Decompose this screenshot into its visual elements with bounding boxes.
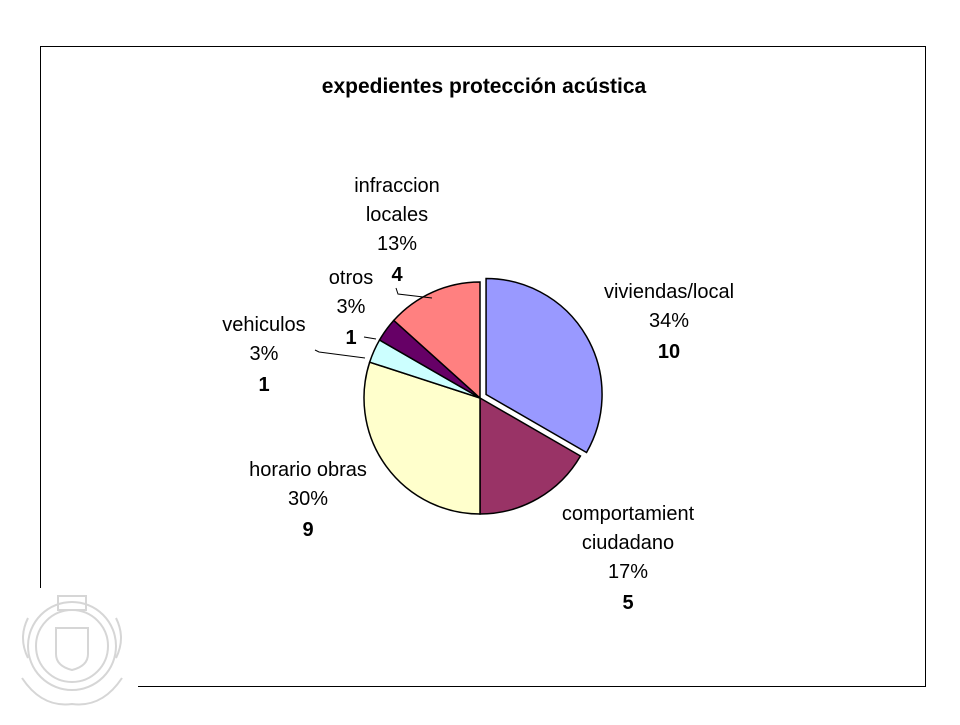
- pie-slice-1: [479, 396, 582, 515]
- slice-percent-3: 3%: [250, 343, 279, 365]
- slice-label-4-line-0: otros: [329, 267, 373, 289]
- slice-label-5-line-0: infraccion: [354, 175, 440, 197]
- slice-label-2-line-0: horario obras: [249, 459, 367, 481]
- slice-percent-5: 13%: [377, 233, 417, 255]
- pie-slice-0: [485, 277, 603, 454]
- leader-line-infraccion: [395, 287, 433, 299]
- slice-label-3-line-0: vehiculos: [222, 314, 305, 336]
- slice-label-1-line-0: comportamient: [562, 503, 695, 525]
- slice-label-0-line-0: viviendas/local: [604, 281, 734, 303]
- slice-value-1: 5: [622, 592, 633, 614]
- slice-percent-1: 17%: [608, 561, 648, 583]
- slice-percent-2: 30%: [288, 488, 328, 510]
- slice-percent-0: 34%: [649, 310, 689, 332]
- leader-line-otros: [363, 336, 377, 340]
- slice-label-5-line-1: locales: [366, 204, 428, 226]
- pie-slice-5: [392, 281, 481, 400]
- slice-percent-4: 3%: [337, 296, 366, 318]
- coat-of-arms-watermark-icon: [0, 588, 138, 720]
- chart-frame: [40, 46, 926, 687]
- slice-value-4: 1: [345, 327, 356, 349]
- leader-line-vehiculos: [314, 349, 366, 359]
- slice-value-0: 10: [658, 341, 680, 363]
- slice-value-3: 1: [258, 374, 269, 396]
- pie-slice-2: [363, 361, 481, 515]
- slice-value-2: 9: [302, 519, 313, 541]
- slice-label-1-line-1: ciudadano: [582, 532, 674, 554]
- slice-value-5: 4: [391, 264, 403, 286]
- chart-title: expedientes protección acústica: [322, 75, 647, 98]
